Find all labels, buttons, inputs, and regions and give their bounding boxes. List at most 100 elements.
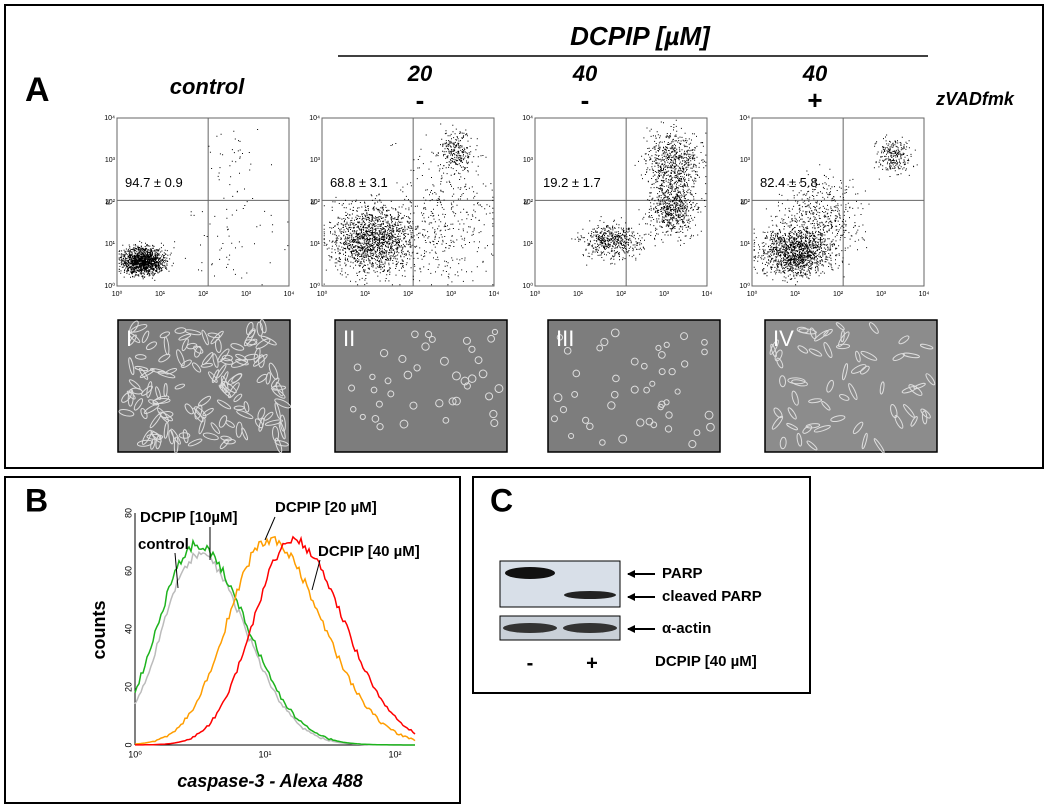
cell [823, 328, 833, 337]
x-axis-label: caspase-3 - Alexa 488 [177, 771, 362, 791]
cell [128, 379, 141, 390]
cell [636, 418, 645, 427]
cell [786, 423, 799, 431]
cell [860, 365, 870, 375]
cell [174, 383, 186, 390]
x-tick-label: 10⁰ [747, 290, 758, 298]
y-tick-label: 10² [740, 199, 751, 206]
cell [228, 382, 240, 399]
y-tick-label: 10¹ [310, 241, 321, 248]
cell [211, 369, 220, 384]
y-tick-label: 10³ [105, 157, 116, 164]
cell [460, 376, 470, 386]
lane-sign: + [586, 652, 598, 674]
micrograph-label: IV [773, 326, 794, 351]
y-tick-label: 10⁰ [309, 282, 320, 290]
x-tick-label: 10⁰ [112, 290, 123, 298]
cell [128, 334, 137, 346]
curve-label: DCPIP [40 µM] [318, 543, 420, 560]
cell [892, 353, 905, 361]
y-tick-label: 10³ [740, 157, 751, 164]
quadrant-percent: 68.8 ± 3.1 [330, 175, 388, 190]
cell [839, 393, 850, 401]
cell [230, 359, 249, 368]
x-tick-label: 10² [403, 291, 414, 298]
scatter-dots [323, 123, 494, 286]
cell [235, 421, 243, 438]
label-pointer [264, 516, 276, 541]
cell [787, 407, 797, 420]
y-tick-label: 0 [123, 742, 133, 747]
x-tick-label: 10¹ [155, 291, 166, 298]
cell [649, 380, 656, 387]
scatter-frame [116, 117, 290, 287]
quadrant-percent: 82.4 ± 5.8 [760, 175, 818, 190]
scatter-dots [753, 134, 918, 286]
cell [550, 415, 558, 423]
cell [919, 343, 934, 350]
cell [163, 422, 169, 439]
cell [704, 410, 714, 420]
cell [222, 381, 237, 394]
x-tick-label: 10³ [446, 291, 457, 298]
cell [913, 382, 926, 390]
cell [127, 388, 134, 407]
cell [852, 421, 864, 435]
cell [680, 360, 689, 368]
cell [791, 379, 808, 387]
y-tick-label: 10⁴ [309, 115, 320, 122]
cell [236, 409, 254, 420]
cell [910, 416, 918, 427]
cell [706, 422, 715, 432]
y-tick-label: 10¹ [105, 241, 116, 248]
cell [139, 368, 155, 379]
panel-a-frame [4, 4, 1044, 469]
cell [201, 329, 209, 346]
cell [264, 419, 283, 426]
cell [256, 321, 264, 337]
cell [255, 338, 271, 350]
cell [223, 438, 236, 445]
cell [260, 335, 277, 346]
zvad-sign: - [581, 85, 590, 115]
cell [220, 357, 234, 365]
cell [403, 370, 413, 380]
y-tick-label: 10¹ [740, 241, 751, 248]
panel-label: B [25, 482, 48, 518]
cell [146, 433, 164, 440]
cell [181, 338, 189, 352]
cell [182, 429, 189, 444]
cell [468, 345, 476, 353]
cell [243, 329, 256, 347]
x-tick-label: 10² [388, 749, 401, 759]
cell [630, 357, 639, 366]
cell [599, 439, 606, 446]
cell [141, 330, 150, 344]
cell [274, 402, 281, 419]
cell [798, 328, 817, 335]
cell [769, 339, 779, 355]
cell [428, 335, 436, 343]
panel-c: PARP cleaved PARP α-actin - + DCPIP [40 µM] [499, 560, 762, 674]
cell [773, 407, 783, 419]
y-axis-label: PI [107, 199, 113, 205]
cell [894, 415, 904, 429]
cell [128, 332, 141, 344]
dose-label: 40 [802, 61, 828, 86]
cell [155, 386, 162, 401]
y-tick-label: 10² [523, 199, 534, 206]
cell [256, 373, 268, 384]
cell [802, 425, 813, 434]
cell [448, 397, 457, 406]
cell [259, 319, 267, 334]
cell [194, 406, 207, 419]
cell [674, 388, 681, 395]
cell [387, 390, 395, 398]
treatment-title: DCPIP [µM] [570, 21, 711, 51]
cell [157, 370, 176, 379]
cell [126, 390, 136, 400]
cell [140, 408, 148, 420]
cell [572, 369, 581, 378]
cell [920, 408, 931, 419]
